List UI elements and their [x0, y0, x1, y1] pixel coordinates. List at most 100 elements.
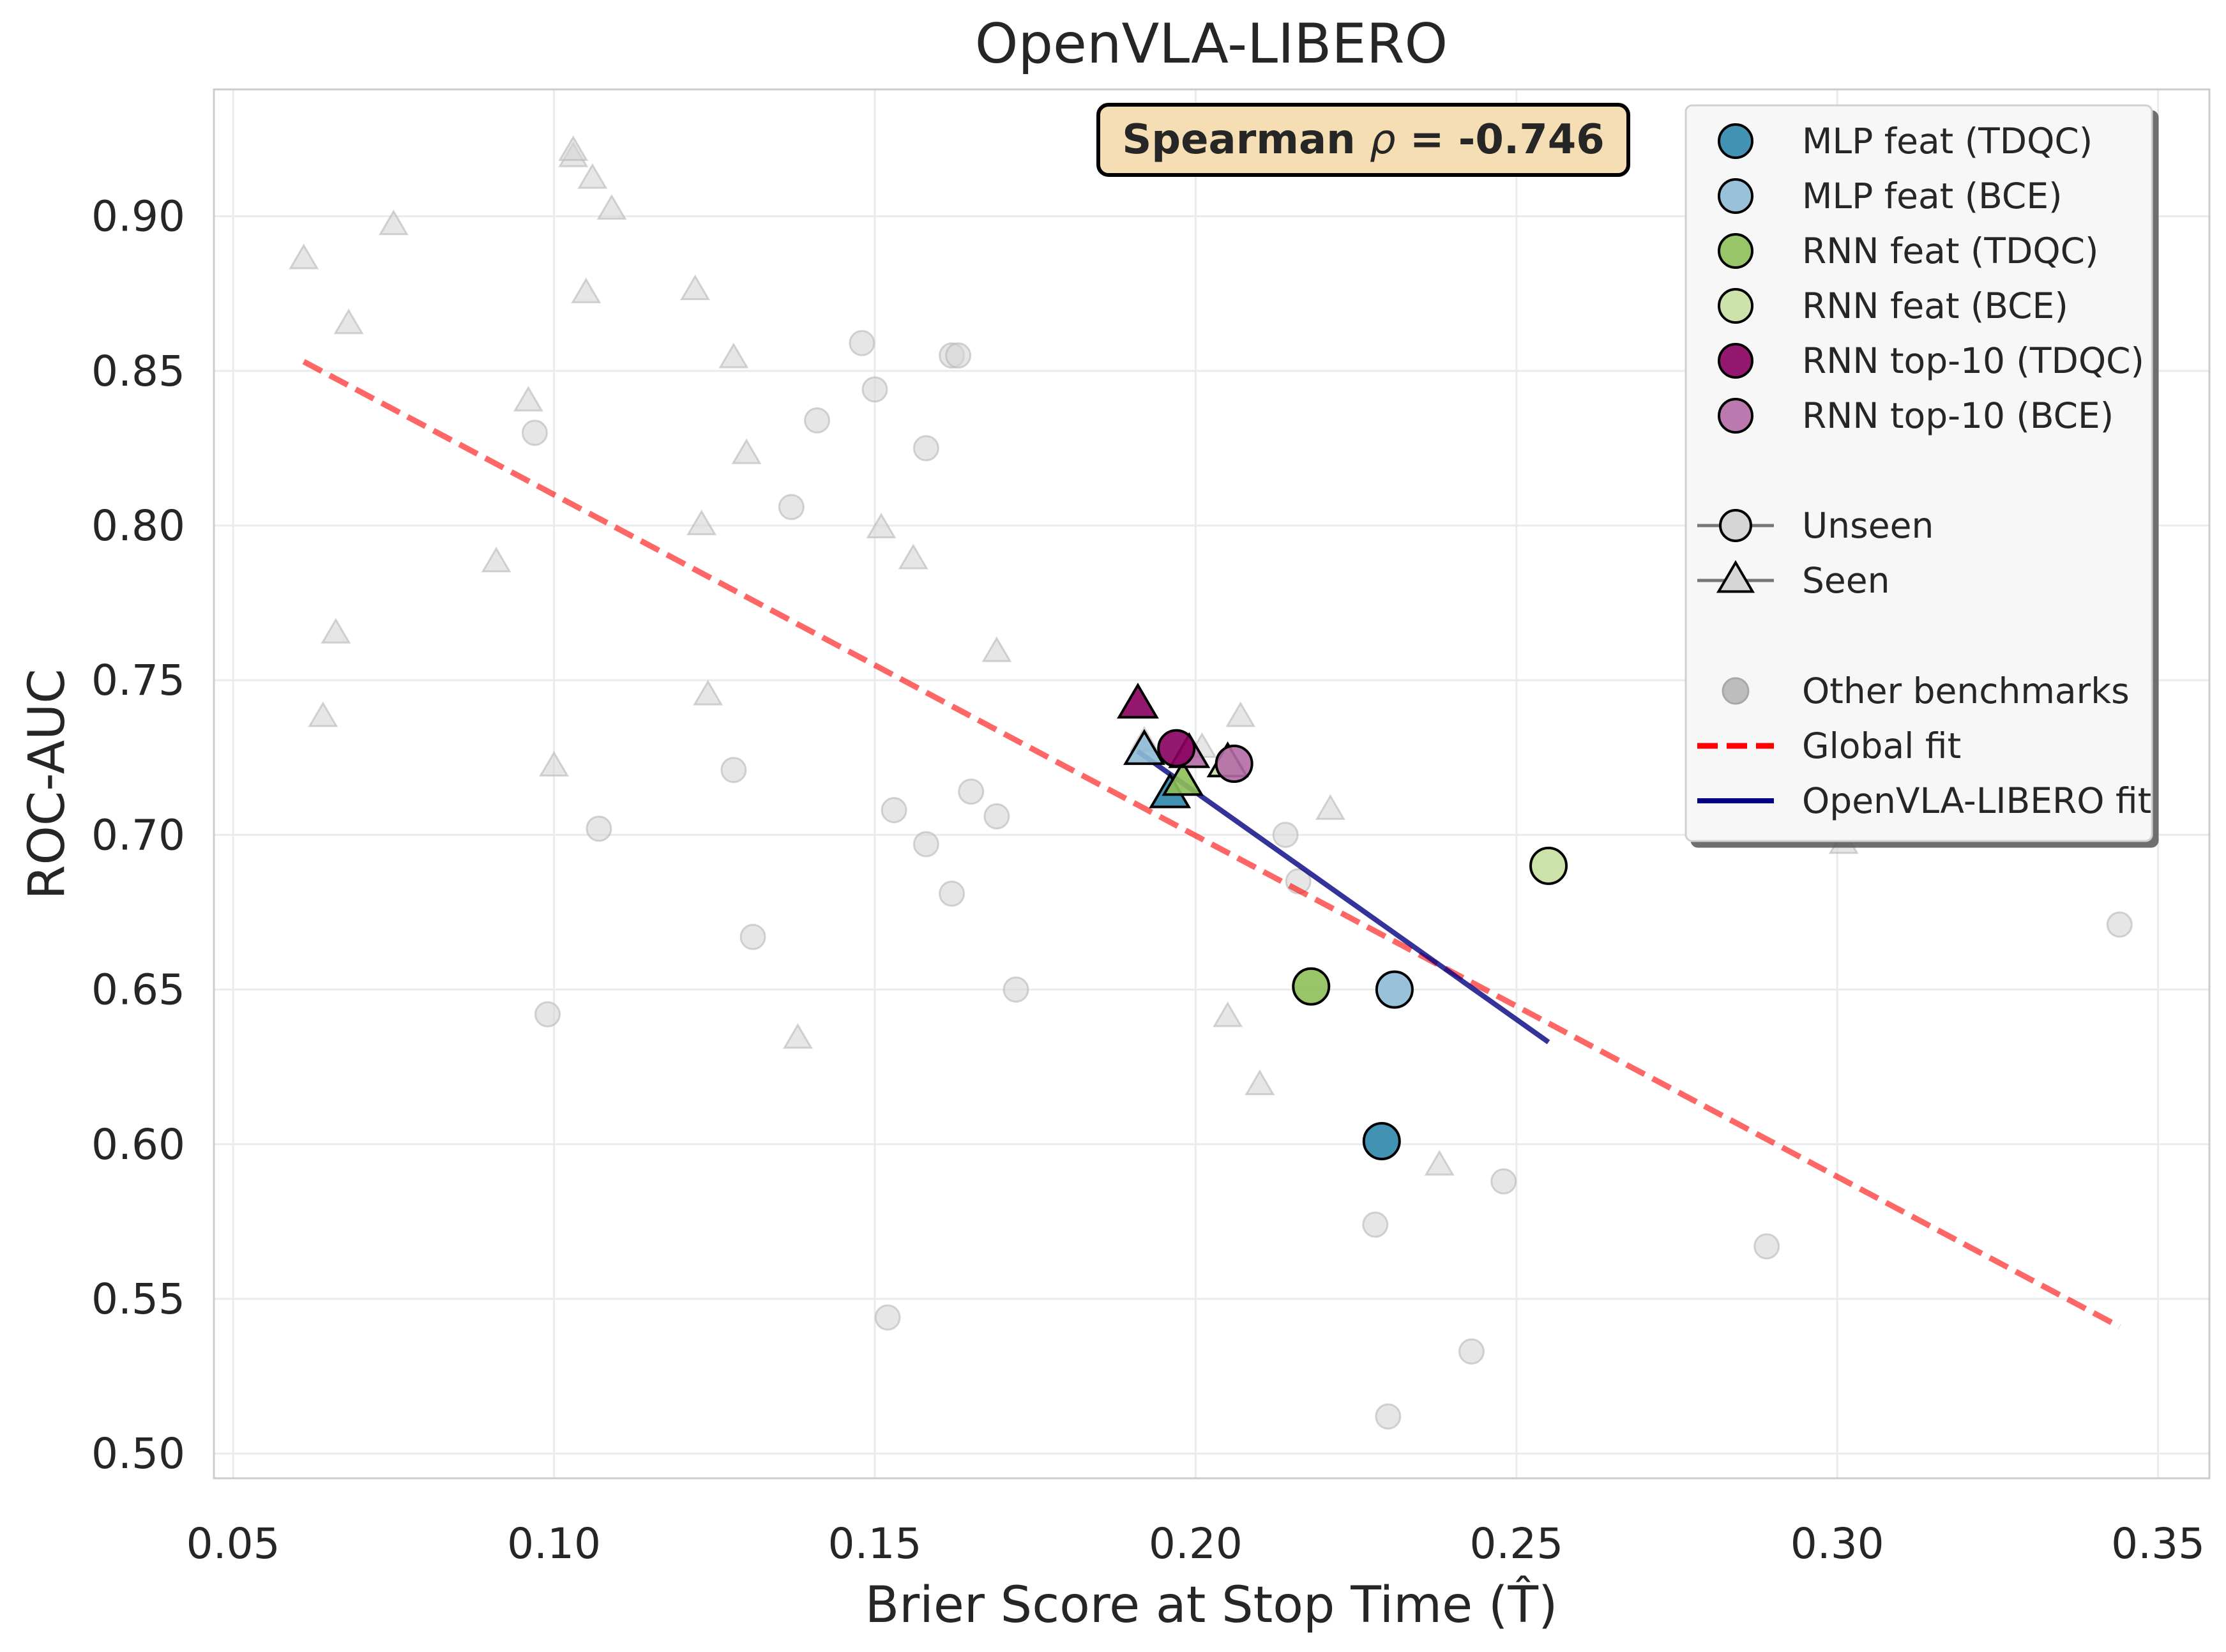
other-benchmark-triangle — [782, 1023, 813, 1049]
other-benchmark-triangle — [577, 163, 608, 189]
other-benchmark-triangle — [718, 342, 749, 368]
y-axis-ticks: 0.50 0.55 0.60 0.65 0.70 0.75 0.80 0.85 0.90 — [91, 192, 185, 1479]
plot-frame — [213, 88, 2211, 1480]
rnn-top-10-tdqc-point-unseen — [1157, 729, 1196, 768]
other-benchmark-circle — [958, 778, 985, 805]
other-benchmark-circle — [1490, 1168, 1517, 1195]
other-benchmark-triangle — [539, 750, 570, 777]
other-benchmark-circle — [1375, 1403, 1402, 1430]
mlp-feat-bce-point-seen — [1123, 729, 1165, 765]
rnn-feat-tdqc-point-unseen — [1292, 967, 1331, 1006]
other-benchmark-circle — [1272, 821, 1299, 848]
other-benchmark-triangle — [596, 193, 627, 220]
other-benchmark-circle — [881, 797, 907, 824]
legend-label: RNN top-10 (TDQC) — [1802, 340, 2144, 381]
legend-label: RNN feat (TDQC) — [1802, 231, 2099, 271]
other-benchmark-circle — [586, 815, 612, 842]
other-benchmark-triangle — [333, 308, 364, 335]
other-benchmark-triangle — [308, 701, 338, 727]
other-benchmark-triangle — [866, 512, 897, 539]
rnn-top-10-tdqc-point-seen — [1117, 683, 1159, 719]
legend-label: MLP feat (BCE) — [1802, 176, 2063, 216]
other-benchmark-circle — [1003, 976, 1029, 1003]
rnn-top-10-bce-point-unseen — [1215, 745, 1253, 784]
x-axis-label: Brier Score at Stop Time (T̂) — [865, 1576, 1558, 1634]
y-tick-label: 0.75 — [91, 656, 185, 705]
other-benchmark-circle — [874, 1304, 901, 1331]
legend-label: Other benchmarks — [1802, 671, 2130, 711]
other-benchmark-circle — [1753, 1233, 1780, 1260]
other-benchmark-triangle — [731, 438, 762, 464]
other-benchmark-triangle — [289, 243, 319, 269]
mlp-feat-tdqc-point-unseen — [1362, 1121, 1401, 1160]
y-tick-label: 0.80 — [91, 501, 185, 550]
legend-label: RNN top-10 (BCE) — [1802, 395, 2114, 436]
global-fit-line — [302, 359, 2121, 1330]
other-benchmark-circle — [849, 330, 875, 356]
other-benchmark-circle — [804, 407, 831, 434]
y-axis-label: ROC-AUC — [19, 669, 76, 899]
openvla-libero-fit-line — [1136, 749, 1550, 1045]
other-benchmark-circle — [1362, 1211, 1389, 1238]
y-tick-label: 0.85 — [91, 347, 185, 396]
legend-marker-seen — [1716, 560, 1755, 593]
annotation-value: = -0.746 — [1396, 116, 1605, 163]
other-benchmark-circle — [534, 1001, 561, 1027]
legend-marker — [1718, 233, 1753, 269]
legend-marker — [1718, 288, 1753, 324]
other-benchmark-triangle — [1213, 1001, 1243, 1027]
legend-marker — [1718, 178, 1753, 214]
x-tick-label: 0.20 — [1149, 1519, 1243, 1568]
legend-label: Seen — [1802, 560, 1889, 601]
other-benchmark-circle — [983, 803, 1010, 830]
legend-marker-other — [1722, 677, 1750, 705]
legend-label: Unseen — [1802, 505, 1934, 546]
x-tick-label: 0.15 — [828, 1519, 921, 1568]
legend-marker — [1718, 343, 1753, 379]
x-tick-label: 0.05 — [186, 1519, 280, 1568]
annotation-box — [1096, 103, 1630, 177]
other-benchmark-circle — [861, 376, 888, 403]
annotation-prefix: Spearman — [1122, 116, 1370, 163]
x-tick-label: 0.35 — [2111, 1519, 2205, 1568]
other-benchmark-triangle — [558, 135, 589, 162]
x-tick-label: 0.10 — [507, 1519, 601, 1568]
other-benchmark-triangle — [693, 679, 723, 706]
other-benchmark-circle — [1458, 1338, 1485, 1365]
other-benchmark-circle — [521, 420, 548, 446]
fit-lines — [302, 359, 2121, 1330]
legend: MLP feat (TDQC) MLP feat (BCE) RNN feat (T… — [1685, 104, 2153, 842]
other-benchmark-triangle — [321, 618, 351, 644]
other-benchmark-circle — [945, 342, 972, 369]
y-tick-label: 0.60 — [91, 1120, 185, 1169]
legend-label: Global fit — [1802, 725, 1961, 766]
series-points — [1117, 683, 1568, 1160]
other-benchmark-circle — [720, 757, 747, 784]
chart-title: OpenVLA-LIBERO — [975, 12, 1448, 76]
other-benchmark-triangle — [1245, 1069, 1275, 1095]
y-tick-label: 0.50 — [91, 1429, 185, 1478]
other-benchmark-circle — [2106, 911, 2133, 938]
other-benchmark-triangle — [686, 510, 717, 536]
y-tick-label: 0.70 — [91, 810, 185, 860]
other-benchmark-circle — [939, 880, 965, 907]
x-tick-label: 0.25 — [1469, 1519, 1563, 1568]
x-tick-label: 0.30 — [1791, 1519, 1884, 1568]
other-benchmark-triangle — [1315, 794, 1345, 820]
other-benchmark-triangle — [680, 274, 711, 301]
legend-label: RNN feat (BCE) — [1802, 285, 2068, 326]
other-benchmark-triangle — [898, 543, 928, 570]
other-benchmark-triangle — [981, 636, 1012, 662]
other-benchmark-triangle — [378, 209, 409, 236]
legend-box — [1685, 104, 2153, 842]
y-tick-label: 0.55 — [91, 1275, 185, 1324]
y-tick-label: 0.90 — [91, 192, 185, 241]
legend-marker — [1718, 398, 1753, 434]
y-tick-label: 0.65 — [91, 966, 185, 1015]
rnn-feat-bce-point-unseen — [1529, 846, 1568, 885]
legend-marker-unseen — [1719, 509, 1752, 542]
other-benchmark-triangle — [1225, 701, 1256, 727]
grid-lines — [214, 89, 2209, 1478]
other-benchmark-circle — [912, 435, 939, 462]
